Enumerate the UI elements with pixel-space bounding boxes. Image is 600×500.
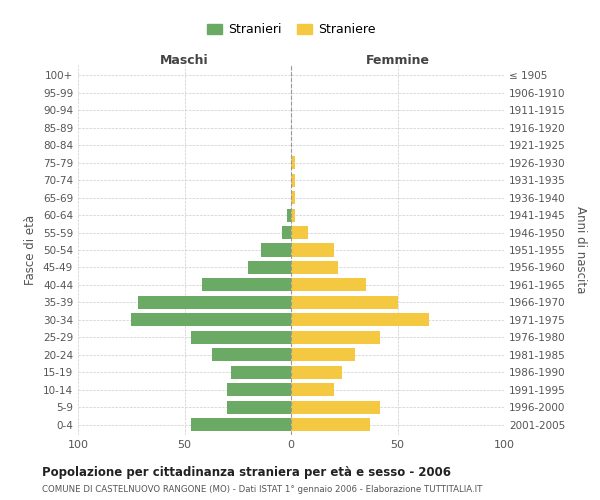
Bar [291,191,295,204]
Bar [291,418,370,431]
Bar [291,314,430,326]
Y-axis label: Anni di nascita: Anni di nascita [574,206,587,294]
Bar [291,156,295,170]
Bar [291,174,295,186]
Bar [191,418,291,431]
Bar [291,244,334,256]
Bar [283,226,291,239]
Bar [261,244,291,256]
Text: Popolazione per cittadinanza straniera per età e sesso - 2006: Popolazione per cittadinanza straniera p… [42,466,451,479]
Bar [131,314,291,326]
Bar [291,278,365,291]
Bar [291,226,308,239]
Text: Femmine: Femmine [365,54,430,66]
Bar [202,278,291,291]
Bar [291,330,380,344]
Bar [137,296,291,309]
Y-axis label: Fasce di età: Fasce di età [25,215,37,285]
Text: COMUNE DI CASTELNUOVO RANGONE (MO) - Dati ISTAT 1° gennaio 2006 - Elaborazione T: COMUNE DI CASTELNUOVO RANGONE (MO) - Dat… [42,485,482,494]
Bar [248,261,291,274]
Bar [212,348,291,362]
Bar [291,348,355,362]
Bar [291,366,342,378]
Bar [227,400,291,413]
Text: Maschi: Maschi [160,54,209,66]
Bar [287,208,291,222]
Bar [291,400,380,413]
Bar [227,383,291,396]
Bar [291,261,338,274]
Bar [291,296,398,309]
Bar [232,366,291,378]
Legend: Stranieri, Straniere: Stranieri, Straniere [203,20,379,40]
Bar [291,383,334,396]
Bar [291,208,295,222]
Bar [191,330,291,344]
